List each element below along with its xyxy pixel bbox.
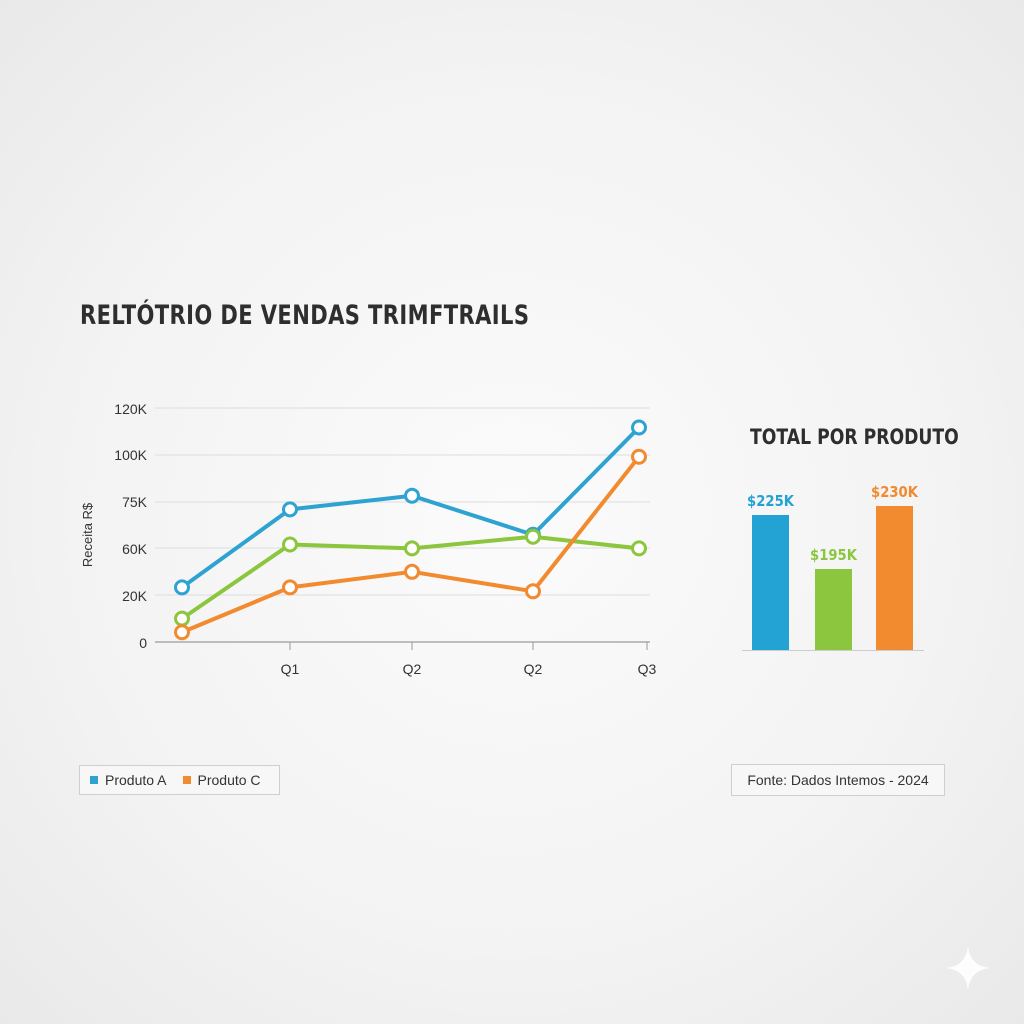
sparkle-icon: [946, 946, 990, 990]
data-point: [631, 540, 647, 557]
bar-chart-title: TOTAL POR PRODUTO: [750, 425, 959, 449]
y-axis-label: Receita R$: [80, 502, 95, 567]
legend-swatch-a: [90, 776, 98, 784]
legend-item-produto-c: Produto C: [182, 772, 261, 788]
data-point: [174, 579, 190, 596]
bar-data-label: $230K: [871, 484, 919, 501]
data-point: [404, 487, 420, 504]
x-tick-label: Q1: [281, 661, 300, 677]
bar: [815, 569, 852, 650]
chart-title: RELTÓTRIO DE VENDAS TRIMFTRAILS: [80, 300, 530, 331]
x-tick-label: Q2: [403, 661, 422, 677]
source-note: Fonte: Dados Intemos - 2024: [731, 764, 945, 796]
x-tick-label: Q3: [638, 661, 657, 677]
legend-item-produto-a: Produto A: [90, 772, 167, 788]
data-point: [282, 536, 298, 553]
y-tick-label: 75K: [122, 494, 148, 510]
data-point: [631, 448, 647, 465]
bar-data-label: $195K: [810, 547, 858, 564]
data-point: [525, 528, 541, 545]
y-tick-label: 100K: [114, 447, 147, 463]
bar: [752, 515, 789, 650]
legend: Produto A Produto C: [79, 765, 280, 795]
data-point: [631, 419, 647, 436]
y-tick-label: 0: [139, 635, 147, 651]
legend-swatch-c: [182, 776, 191, 784]
legend-label-a: Produto A: [105, 772, 167, 788]
data-point: [174, 624, 190, 641]
data-point: [404, 540, 420, 557]
data-point: [282, 579, 298, 596]
data-point: [404, 563, 420, 580]
data-point: [525, 583, 541, 600]
data-point: [282, 501, 298, 518]
y-tick-label: 60K: [122, 541, 148, 557]
bar: [876, 506, 913, 650]
bar-data-label: $225K: [747, 493, 795, 510]
legend-label-c: Produto C: [197, 772, 261, 788]
y-tick-label: 20K: [122, 588, 148, 604]
x-tick-label: Q2: [524, 661, 543, 677]
y-tick-label: 120K: [114, 401, 147, 417]
